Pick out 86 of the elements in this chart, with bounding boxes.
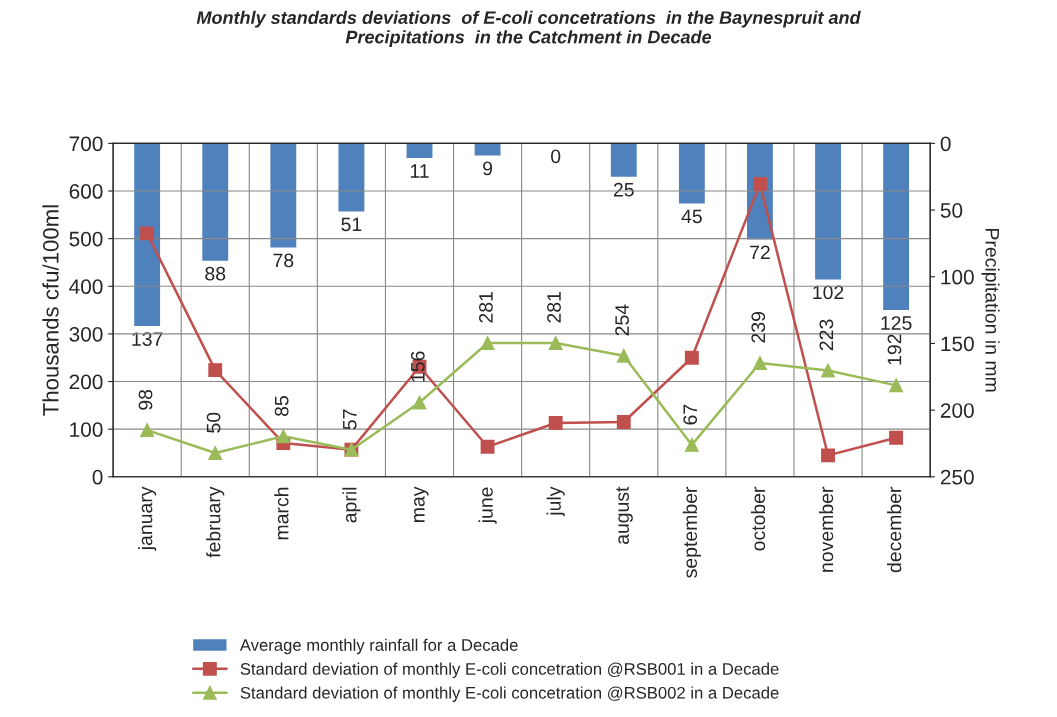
point <box>684 437 699 452</box>
data-label: 0 <box>551 149 561 164</box>
x-tick-label: january <box>138 486 157 551</box>
data-label: 125 <box>881 316 912 330</box>
point <box>548 416 563 430</box>
bar <box>474 143 501 156</box>
data-label: 281 <box>479 292 493 323</box>
point <box>684 350 699 365</box>
legend-label: Average monthly rainfall for a Decade <box>239 638 518 655</box>
point <box>140 226 155 241</box>
point <box>889 378 904 393</box>
bar <box>202 143 229 261</box>
data-label: 67 <box>683 404 698 425</box>
data-label: 78 <box>273 253 294 268</box>
y-tick-label: 400 <box>69 279 103 295</box>
x-tick-label: april <box>342 487 361 523</box>
point <box>548 336 563 350</box>
point <box>480 439 495 454</box>
y-tick-label: 100 <box>70 422 103 437</box>
y-tick-label: 700 <box>69 136 103 152</box>
chart-title: Monthly standards deviations of E-coli concetrations in the Baynespruit and Precipitations in the Catchment in Decade <box>196 10 861 48</box>
y-axis-title: Thousands cfu/100ml <box>42 205 59 416</box>
legend-label: Standard deviation of monthly E-coli concetration @RSB002 in a Decade <box>240 686 779 702</box>
data-label: 88 <box>205 266 226 281</box>
point <box>821 448 835 463</box>
point <box>412 395 427 410</box>
y-tick-label: 200 <box>69 374 103 390</box>
x-tick-label: august <box>616 486 633 545</box>
data-label: 9 <box>483 161 493 176</box>
x-tick-label: july <box>546 486 565 517</box>
x-tick-label: june <box>478 487 497 524</box>
point <box>889 430 904 445</box>
point <box>616 415 631 429</box>
y2-tick-label: 0 <box>940 136 951 152</box>
data-label: 254 <box>615 304 629 336</box>
x-tick-label: may <box>414 486 429 522</box>
x-tick-label: february <box>206 486 225 558</box>
data-label: 50 <box>206 412 221 433</box>
point <box>208 446 223 460</box>
y-tick-label: 0 <box>92 469 103 485</box>
data-label: 72 <box>750 245 770 260</box>
y2-tick-label: 100 <box>941 269 974 285</box>
bar <box>406 143 433 159</box>
y-tick-label: 300 <box>69 326 103 342</box>
bar <box>134 143 161 327</box>
data-label: 57 <box>343 409 357 430</box>
point <box>821 363 835 378</box>
x-tick-label: november <box>818 486 834 572</box>
data-label: 192 <box>887 334 902 365</box>
point <box>276 429 291 444</box>
point <box>140 423 155 438</box>
bar <box>883 143 910 311</box>
y-tick-label: 500 <box>69 231 103 247</box>
data-label: 45 <box>681 209 702 224</box>
point <box>752 356 767 370</box>
legend-label: Standard deviation of monthly E-coli concetration @RSB001 in a Decade <box>240 662 779 679</box>
data-label: 223 <box>819 319 834 351</box>
data-label: 137 <box>132 332 163 346</box>
data-label: 51 <box>341 217 362 232</box>
y-tick-label: 600 <box>69 184 103 199</box>
point <box>752 176 767 191</box>
data-label: 11 <box>410 164 429 178</box>
x-tick-label: september <box>682 486 701 578</box>
x-tick-label: march <box>274 487 289 540</box>
data-label: 239 <box>751 312 766 343</box>
data-label: 156 <box>410 351 425 382</box>
bar <box>338 143 365 212</box>
bar <box>815 143 841 280</box>
y2-tick-label: 50 <box>940 203 963 218</box>
x-tick-label: october <box>750 486 766 551</box>
data-label: 25 <box>613 182 634 197</box>
data-label: 85 <box>274 396 289 417</box>
point <box>616 348 631 363</box>
data-label: 281 <box>547 292 561 323</box>
y2-tick-label: 250 <box>940 469 974 485</box>
bar <box>678 143 705 204</box>
bar <box>270 143 297 248</box>
x-tick-label: december <box>887 486 902 573</box>
point <box>208 363 223 378</box>
bar <box>610 143 637 177</box>
y2-tick-label: 200 <box>940 403 974 418</box>
y2-axis-title: Precipitation in mm <box>981 229 1000 392</box>
point <box>480 336 495 350</box>
data-label: 102 <box>813 285 844 300</box>
y2-tick-label: 150 <box>941 336 974 352</box>
data-label: 98 <box>138 389 153 410</box>
